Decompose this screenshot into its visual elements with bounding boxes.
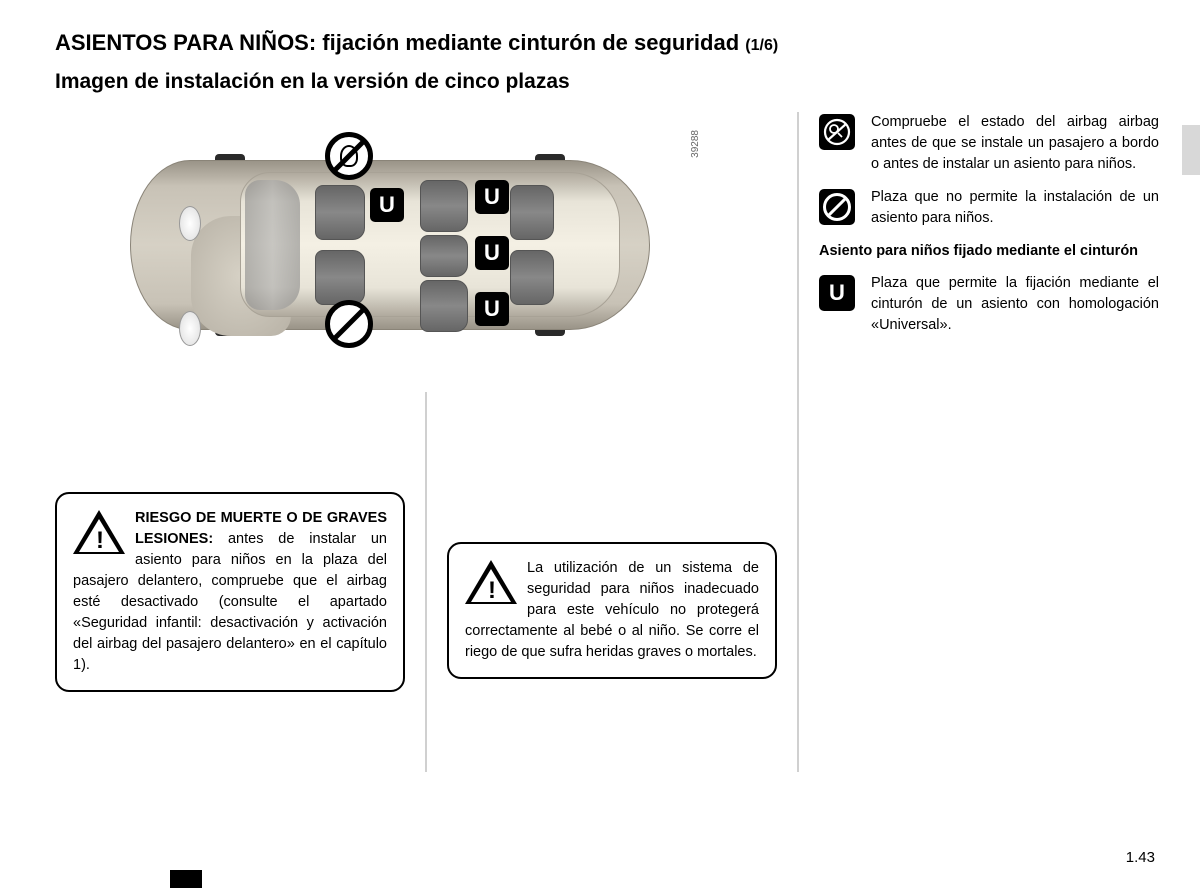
legend-text: Compruebe el estado del airbag airbag an… [871,112,1159,175]
warning-box-death-risk: ! RIESGO DE MUERTE O DE GRAVES LESIONES:… [55,492,405,692]
windshield [245,180,300,310]
seat-front-passenger [315,250,365,305]
title-text: ASIENTOS PARA NIÑOS: fijación mediante c… [55,30,739,55]
seat-row2-center [420,235,468,277]
universal-u-icon: U [819,275,855,311]
seat-row3-left [510,185,554,240]
column-right-legend: Compruebe el estado del airbag airbag an… [799,112,1159,772]
legend-text: Plaza que permite la fijación mediante e… [871,273,1159,336]
title-part: (1/6) [745,37,778,54]
page-number: 1.43 [1126,849,1155,866]
page-subtitle: Imagen de instalación en la versión de c… [55,70,1160,94]
page-title: ASIENTOS PARA NIÑOS: fijación mediante c… [55,30,1160,56]
prohibit-icon [819,189,855,225]
seat-row2-left [420,180,468,232]
prohibit-seat-icon [325,300,373,348]
prohibit-airbag-icon [325,132,373,180]
figure-number: 39288 [690,130,701,158]
universal-badge: U [475,180,509,214]
universal-badge: U [475,236,509,270]
legend-text: Plaza que no permite la instalación de u… [871,187,1159,229]
headlight-icon [179,311,201,346]
warning-box-inadequate-system: ! La utilización de un sistema de seguri… [447,542,777,679]
vehicle-diagram: 39288 U U U U [90,130,690,360]
seat-row3-right [510,250,554,305]
airbag-check-icon [819,114,855,150]
side-tab-indicator [1182,125,1200,175]
universal-badge: U [370,188,404,222]
legend-item-prohibit: Plaza que no permite la instalación de u… [819,187,1159,229]
seat-driver [315,185,365,240]
seat-row2-right [420,280,468,332]
warning-triangle-icon: ! [465,560,517,606]
legend-section-title: Asiento para niños fijado mediante el ci… [819,241,1159,261]
headlight-icon [179,206,201,241]
legend-item-universal: U Plaza que permite la fijación mediante… [819,273,1159,336]
warning-triangle-icon: ! [73,510,125,556]
print-crop-mark [170,870,202,888]
legend-item-airbag: Compruebe el estado del airbag airbag an… [819,112,1159,175]
universal-badge: U [475,292,509,326]
